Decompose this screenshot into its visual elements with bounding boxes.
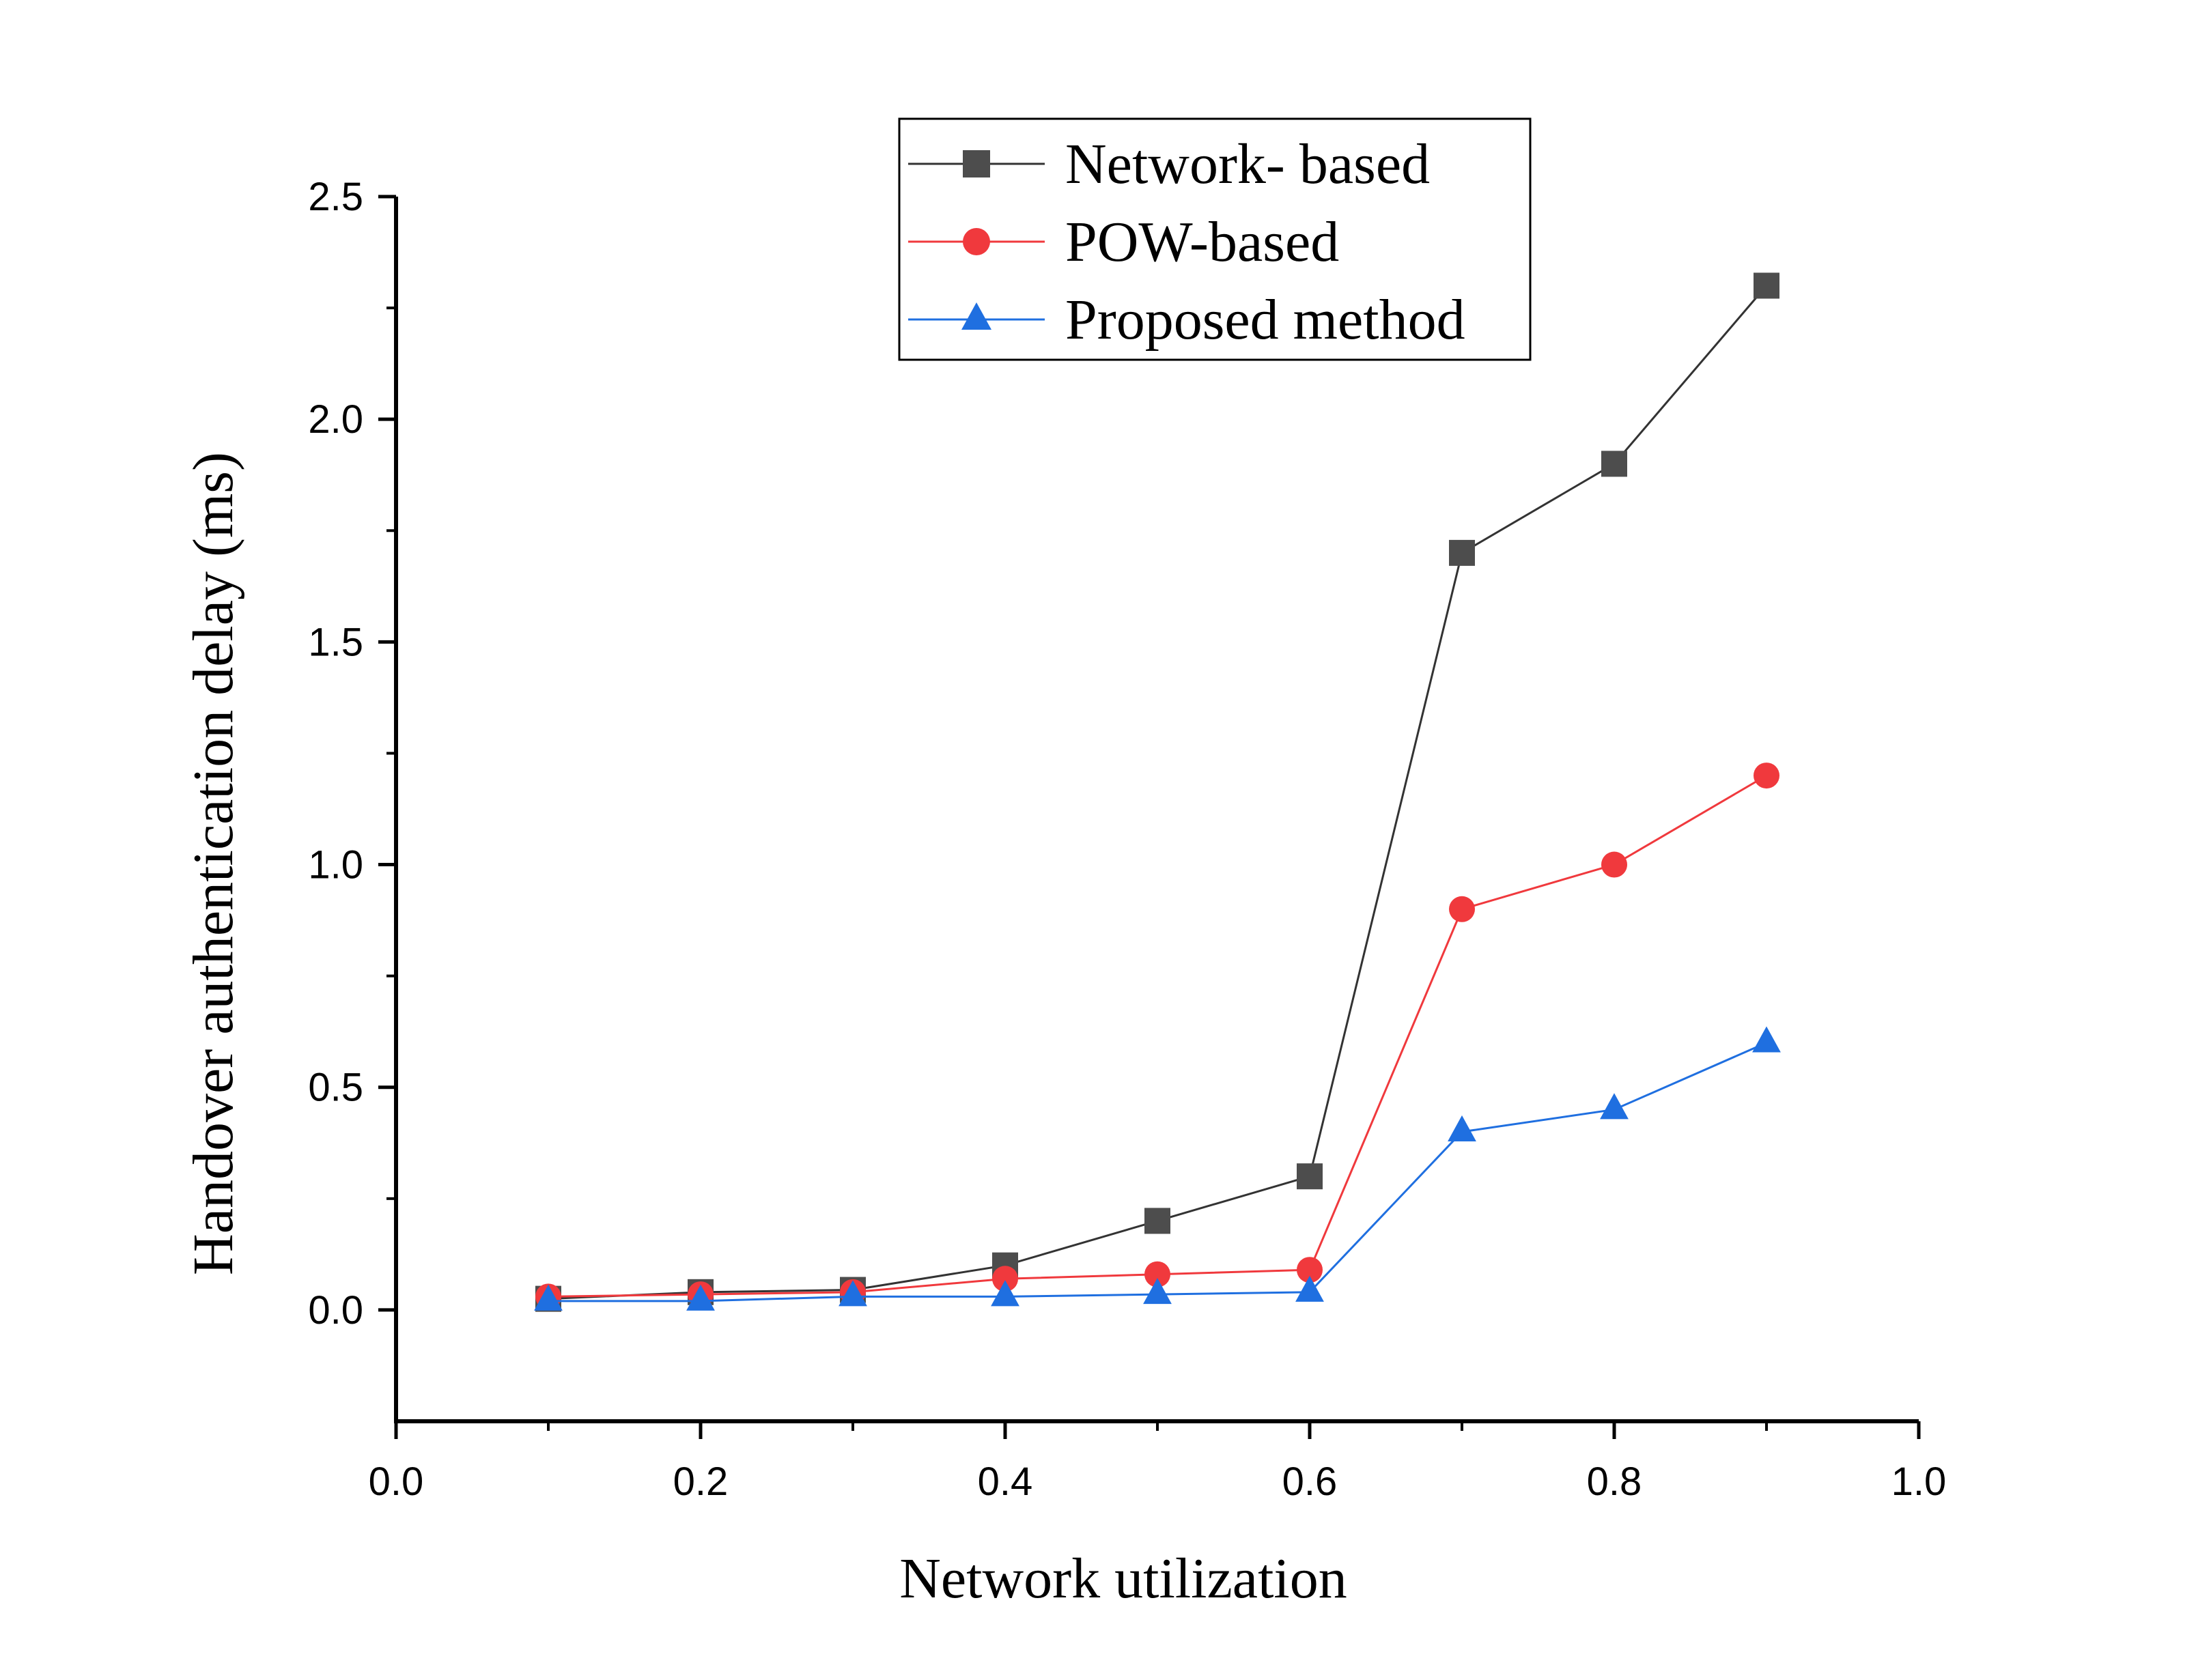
data-point [1752, 1026, 1781, 1053]
x-axis-title: Network utilization [899, 1547, 1347, 1610]
data-point [1144, 1208, 1170, 1234]
x-tick-label: 1.0 [1891, 1460, 1947, 1504]
data-point [839, 1280, 867, 1307]
data-point [1297, 1163, 1323, 1190]
data-point [1754, 763, 1779, 789]
legend-label: POW-based [1065, 210, 1339, 274]
series-layer [534, 272, 1781, 1312]
x-tick-label: 0.8 [1587, 1460, 1642, 1504]
data-point [1754, 272, 1779, 299]
y-tick-label: 0.5 [308, 1066, 363, 1110]
legend-label: Proposed method [1065, 288, 1465, 352]
data-point [534, 1284, 563, 1311]
data-point [1449, 539, 1475, 566]
data-point [1601, 851, 1627, 878]
legend-marker [963, 150, 990, 177]
series-line [548, 285, 1768, 1300]
legend-label: Network- based [1065, 132, 1430, 196]
x-tick-label: 0.0 [369, 1460, 424, 1504]
legend-marker [961, 302, 991, 330]
data-point [1601, 451, 1627, 477]
data-point [1297, 1257, 1323, 1283]
data-point [1295, 1275, 1324, 1302]
data-point [1600, 1093, 1629, 1120]
data-point [1448, 1115, 1476, 1142]
x-tick-label: 0.6 [1282, 1460, 1338, 1504]
data-point [992, 1266, 1018, 1292]
y-tick-label: 2.5 [308, 175, 363, 219]
data-point [1449, 896, 1475, 922]
data-point [991, 1280, 1019, 1307]
data-point [1143, 1278, 1172, 1305]
x-tick-label: 0.2 [673, 1460, 729, 1504]
y-tick-label: 2.0 [308, 397, 363, 442]
y-tick-label: 0.0 [308, 1288, 363, 1333]
legend-marker [963, 228, 990, 255]
axes: 0.0 0.2 0.4 0.6 0.8 1.0 0.0 0.5 1.0 1.5 2.0 2.5 [308, 175, 1946, 1504]
x-tick-label: 0.4 [978, 1460, 1033, 1504]
y-tick-label: 1.5 [308, 620, 363, 664]
data-point [1144, 1261, 1170, 1287]
legend: Network- based POW-based Proposed method [898, 117, 1532, 361]
y-axis-title: Handover authentication delay (ms) [182, 452, 245, 1275]
y-tick-label: 1.0 [308, 843, 363, 887]
series-square [535, 272, 1779, 1312]
series-triangle [534, 1026, 1781, 1311]
data-point [686, 1284, 715, 1311]
